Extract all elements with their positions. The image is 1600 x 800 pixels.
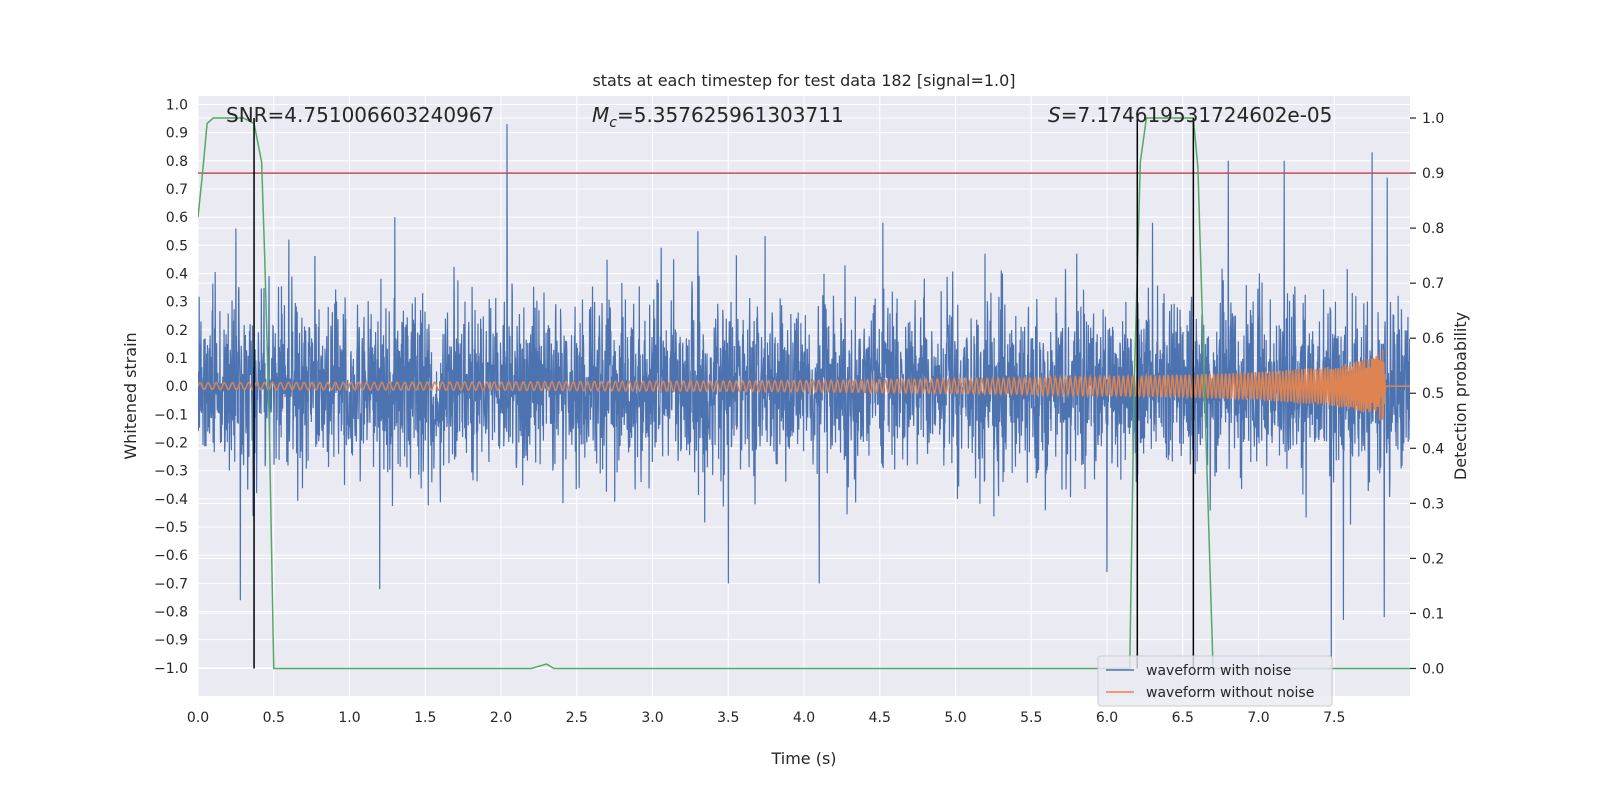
x-tick-label: 4.5: [869, 710, 891, 726]
x-tick-label: 2.5: [566, 710, 588, 726]
x-tick-label: 1.5: [414, 710, 436, 726]
y-tick-label: −0.7: [154, 576, 188, 592]
chart-title: stats at each timestep for test data 182…: [592, 71, 1015, 90]
y-tick-label: −0.2: [154, 435, 188, 451]
y-tick-label: −0.3: [154, 464, 188, 480]
y-tick-label: −0.6: [154, 548, 188, 564]
y-tick-label: −1.0: [154, 661, 188, 677]
chirp-mass-value: =5.357625961303711: [617, 103, 844, 127]
y-tick-label: −0.1: [154, 407, 188, 423]
x-tick-label: 4.0: [793, 710, 815, 726]
x-tick-label: 0.0: [187, 710, 209, 726]
y2-axis-title: Detection probability: [1451, 312, 1470, 480]
y-tick-label: −0.5: [154, 520, 188, 536]
y2-tick-label: 0.7: [1422, 276, 1444, 292]
s-statistic-annotation: S=7.174619531724602e-05: [1048, 103, 1332, 127]
y-tick-label: 0.2: [166, 323, 188, 339]
y-tick-label: −0.4: [154, 492, 188, 508]
y-tick-label: 0.8: [166, 154, 188, 170]
x-tick-label: 3.0: [641, 710, 663, 726]
s-statistic-symbol: S: [1048, 103, 1061, 127]
x-axis-title: Time (s): [770, 749, 836, 768]
y2-tick-label: 1.0: [1422, 111, 1444, 127]
x-tick-label: 6.5: [1172, 710, 1194, 726]
y2-tick-label: 0.8: [1422, 221, 1444, 237]
legend-box: [1097, 655, 1333, 707]
x-tick-label: 1.0: [338, 710, 360, 726]
x-tick-label: 7.5: [1323, 710, 1345, 726]
y2-tick-label: 0.1: [1422, 606, 1444, 622]
series-waveform-without-noise: [198, 349, 1410, 421]
y2-tick-label: 0.6: [1422, 331, 1444, 347]
x-tick-label: 5.0: [944, 710, 966, 726]
legend-label-waveform-without-noise: waveform without noise: [1146, 685, 1314, 701]
y-tick-label: 0.7: [166, 182, 188, 198]
y-tick-label: 0.4: [166, 266, 188, 282]
y2-tick-label: 0.0: [1422, 661, 1444, 677]
y-tick-label: 0.1: [166, 351, 188, 367]
y-tick-label: −0.8: [154, 604, 188, 620]
y-tick-label: 1.0: [166, 97, 188, 113]
x-tick-label: 3.5: [717, 710, 739, 726]
y-axis-title: Whitened strain: [121, 332, 140, 459]
chirp-mass-symbol: M: [592, 103, 609, 127]
y-tick-label: 0.6: [166, 210, 188, 226]
chirp-mass-subscript: c: [609, 115, 617, 131]
y2-tick-label: 0.5: [1422, 386, 1444, 402]
x-tick-label: 6.0: [1096, 710, 1118, 726]
x-tick-label: 7.0: [1247, 710, 1269, 726]
legend-label-waveform-with-noise: waveform with noise: [1146, 663, 1291, 679]
y-tick-label: 0.9: [166, 126, 188, 142]
snr-annotation: SNR=4.751006603240967: [226, 103, 494, 127]
chirp-mass-annotation: Mc=5.357625961303711: [592, 103, 844, 131]
series-detection-probability: [198, 117, 1410, 670]
y-tick-label: 0.3: [166, 295, 188, 311]
y2-tick-label: 0.3: [1422, 496, 1444, 512]
x-tick-label: 0.5: [263, 710, 285, 726]
y2-tick-label: 0.9: [1422, 166, 1444, 182]
y2-tick-label: 0.4: [1422, 441, 1444, 457]
y-tick-label: 0.0: [166, 379, 188, 395]
x-tick-label: 5.5: [1020, 710, 1042, 726]
s-statistic-value: =7.174619531724602e-05: [1061, 103, 1333, 127]
y-tick-label: 0.5: [166, 238, 188, 254]
y2-tick-label: 0.2: [1422, 551, 1444, 567]
x-tick-label: 2.0: [490, 710, 512, 726]
y-tick-label: −0.9: [154, 633, 188, 649]
legend: waveform with noise waveform without noi…: [1097, 655, 1333, 707]
